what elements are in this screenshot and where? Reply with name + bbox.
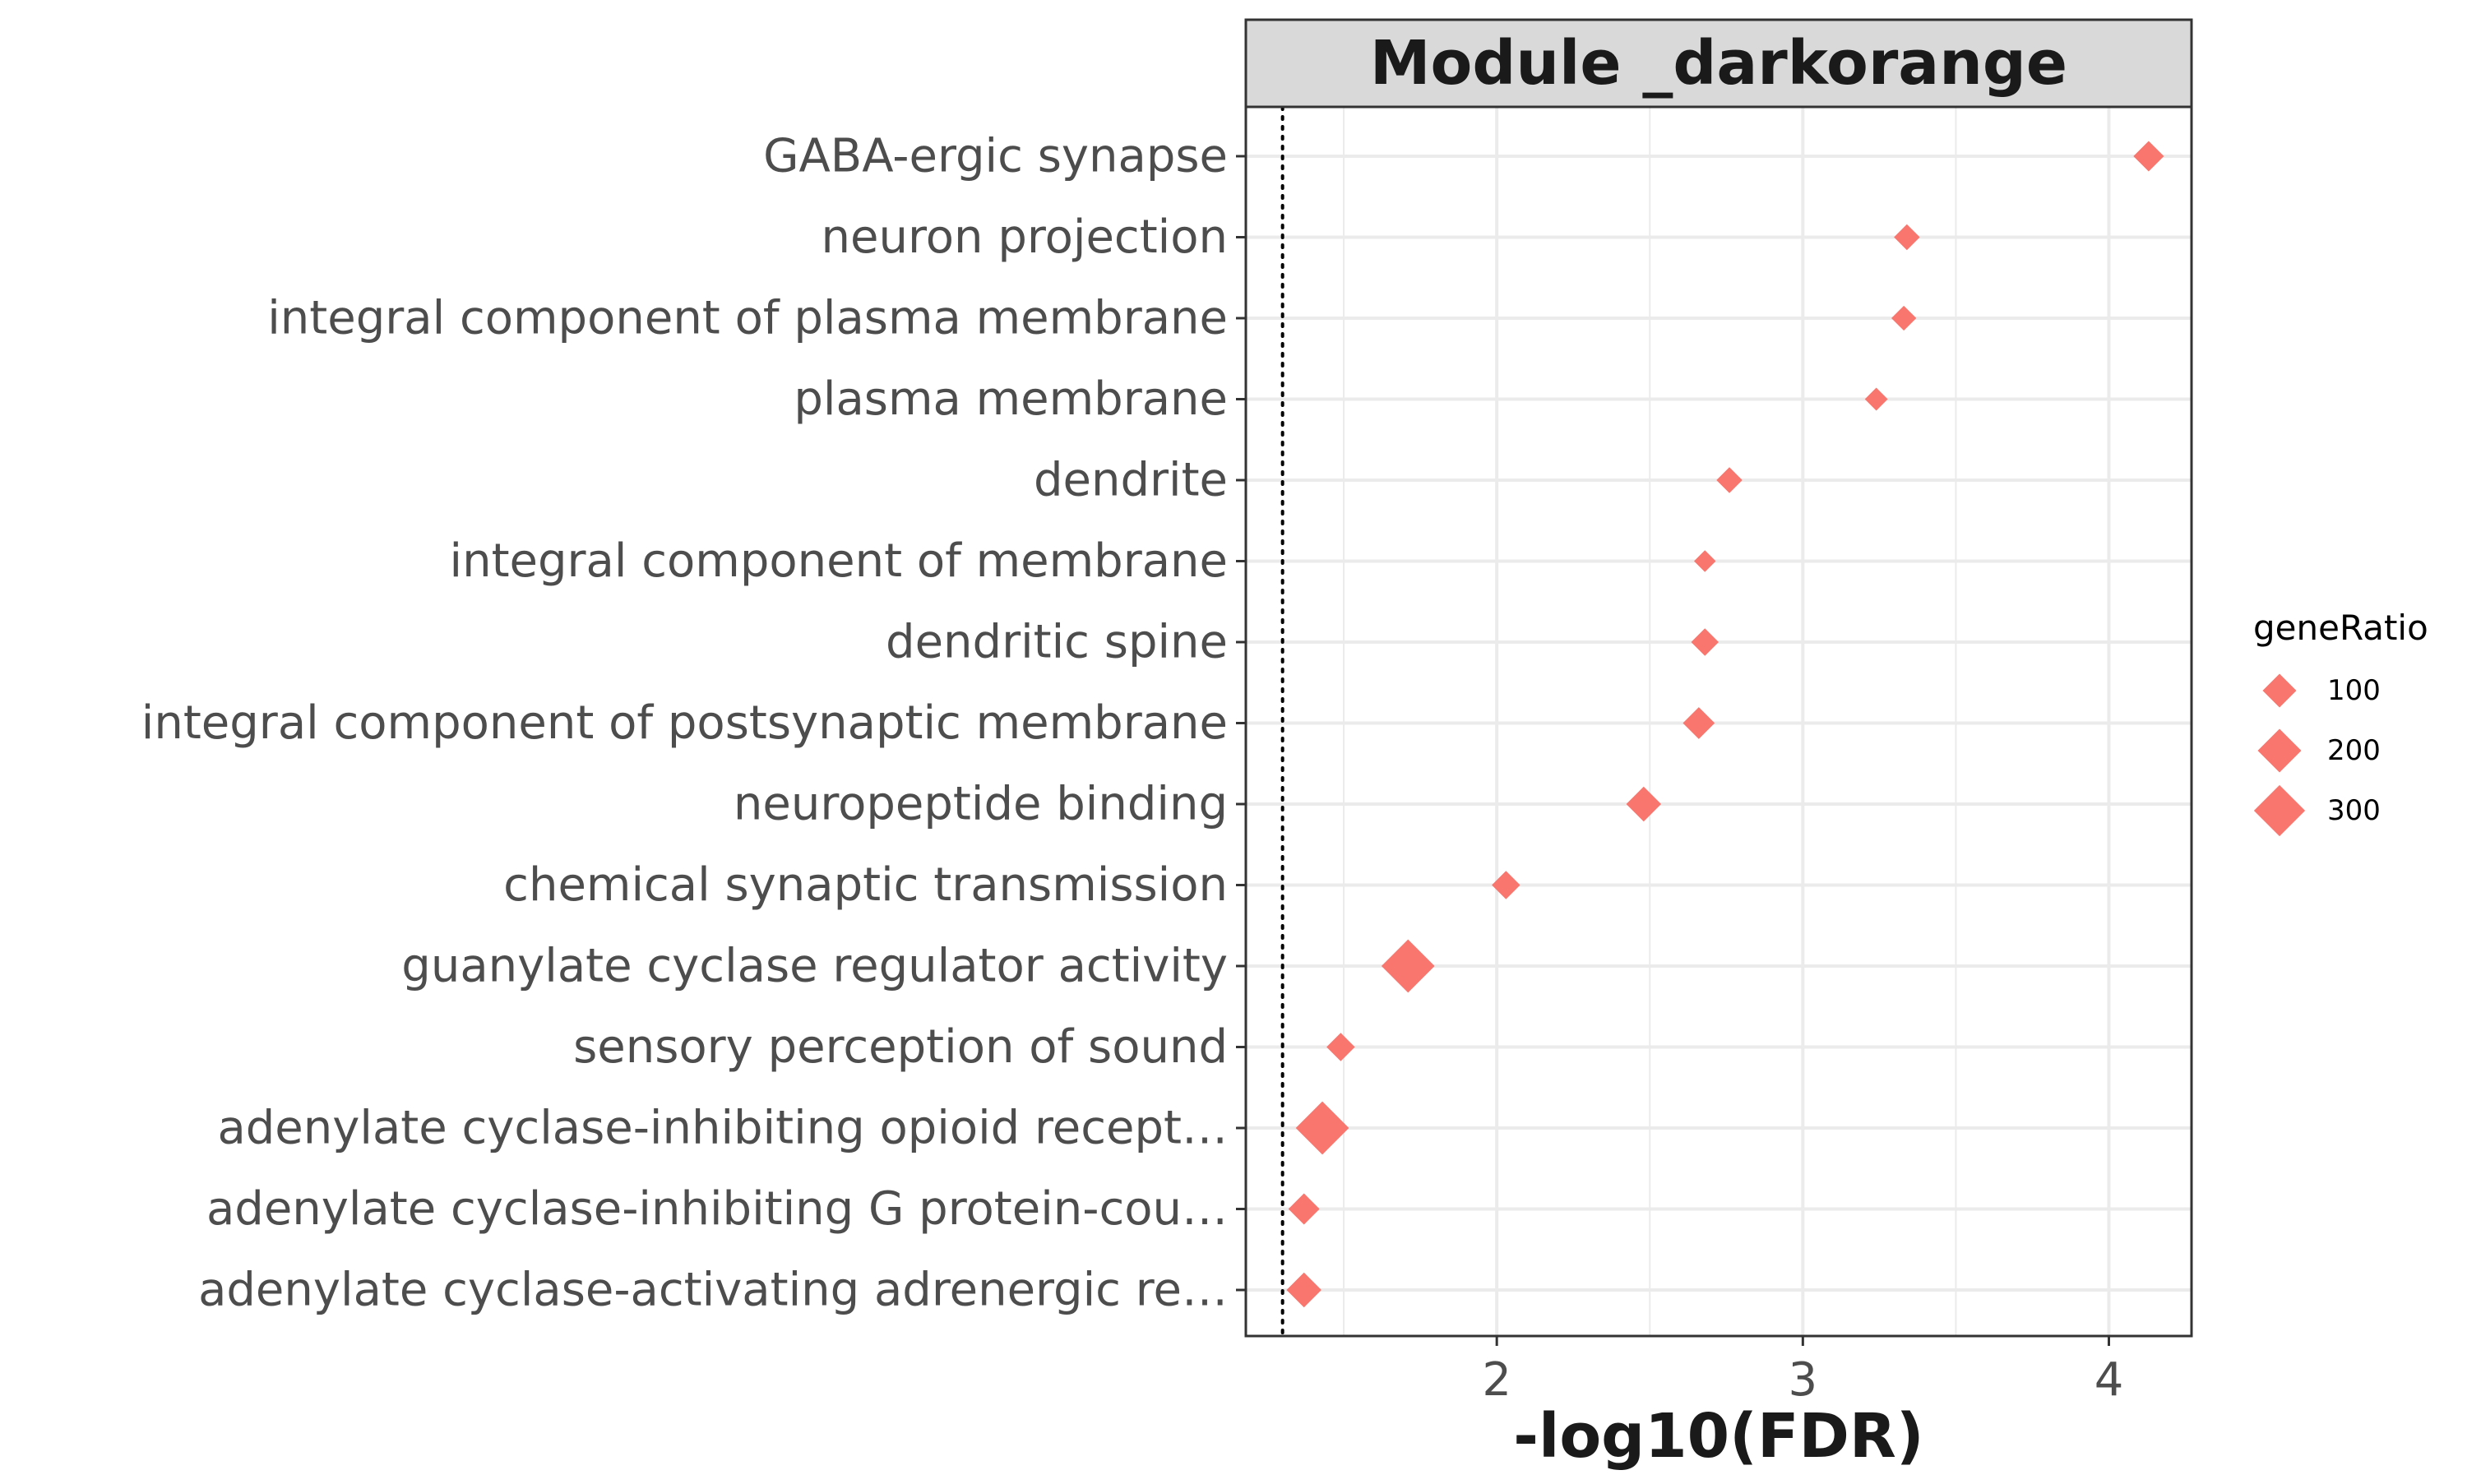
data-point <box>1891 305 1917 331</box>
legend-label: 100 <box>2327 674 2381 707</box>
data-point <box>1626 786 1662 822</box>
y-tick-label: guanylate cyclase regulator activity <box>401 940 1228 993</box>
data-point <box>1691 628 1719 656</box>
x-tick-label: 2 <box>1482 1353 1511 1407</box>
legend: geneRatio 100 200 300 <box>2253 608 2428 837</box>
data-point <box>1286 1272 1321 1308</box>
chart-title: Module _darkorange <box>1370 28 2067 99</box>
y-tick-label: neuron projection <box>822 210 1228 264</box>
legend-title: geneRatio <box>2253 608 2428 648</box>
y-tick-label: adenylate cyclase-inhibiting G protein-c… <box>206 1182 1228 1236</box>
y-tick-label: plasma membrane <box>794 372 1228 426</box>
x-axis-title: -log10(FDR) <box>1513 1401 1923 1472</box>
data-point <box>1894 224 1920 251</box>
data-point <box>1381 939 1435 993</box>
data-point <box>1326 1033 1355 1061</box>
x-tick-label: 4 <box>2094 1353 2124 1407</box>
y-tick-label: chemical synaptic transmission <box>503 858 1228 912</box>
facet-strip-background <box>1244 18 2193 109</box>
y-tick-label: GABA-ergic synapse <box>763 130 1228 183</box>
y-tick-label: sensory perception of sound <box>573 1020 1228 1074</box>
y-tick-label: integral component of postsynaptic membr… <box>141 696 1228 750</box>
y-tick-label: integral component of plasma membrane <box>267 292 1228 345</box>
y-axis-labels: GABA-ergic synapse neuron projection integ… <box>141 130 1246 1317</box>
data-point <box>1288 1193 1320 1225</box>
x-axis: 2 3 4 <box>1482 1336 2123 1407</box>
data-point <box>1716 467 1743 493</box>
y-tick-label: adenylate cyclase-activating adrenergic … <box>198 1264 1228 1317</box>
y-tick-label: integral component of membrane <box>450 534 1228 588</box>
data-point <box>1694 550 1716 572</box>
data-point <box>1682 707 1715 739</box>
data-point <box>1295 1101 1349 1155</box>
x-tick-label: 3 <box>1789 1353 1818 1407</box>
data-point <box>1864 387 1888 411</box>
y-tick-label: dendrite <box>1034 454 1228 507</box>
legend-key <box>2253 784 2306 837</box>
legend-key <box>2262 673 2297 708</box>
legend-key <box>2257 728 2302 773</box>
legend-label: 300 <box>2327 794 2381 827</box>
y-tick-label: neuropeptide binding <box>734 778 1228 831</box>
legend-label: 200 <box>2327 734 2381 767</box>
y-tick-label: dendritic spine <box>886 616 1228 669</box>
points-layer <box>1286 141 2164 1308</box>
data-point <box>2133 141 2164 172</box>
data-point <box>1492 871 1520 899</box>
y-tick-label: adenylate cyclase-inhibiting opioid rece… <box>217 1102 1228 1155</box>
facet-strip: Module _darkorange <box>1244 18 2193 109</box>
